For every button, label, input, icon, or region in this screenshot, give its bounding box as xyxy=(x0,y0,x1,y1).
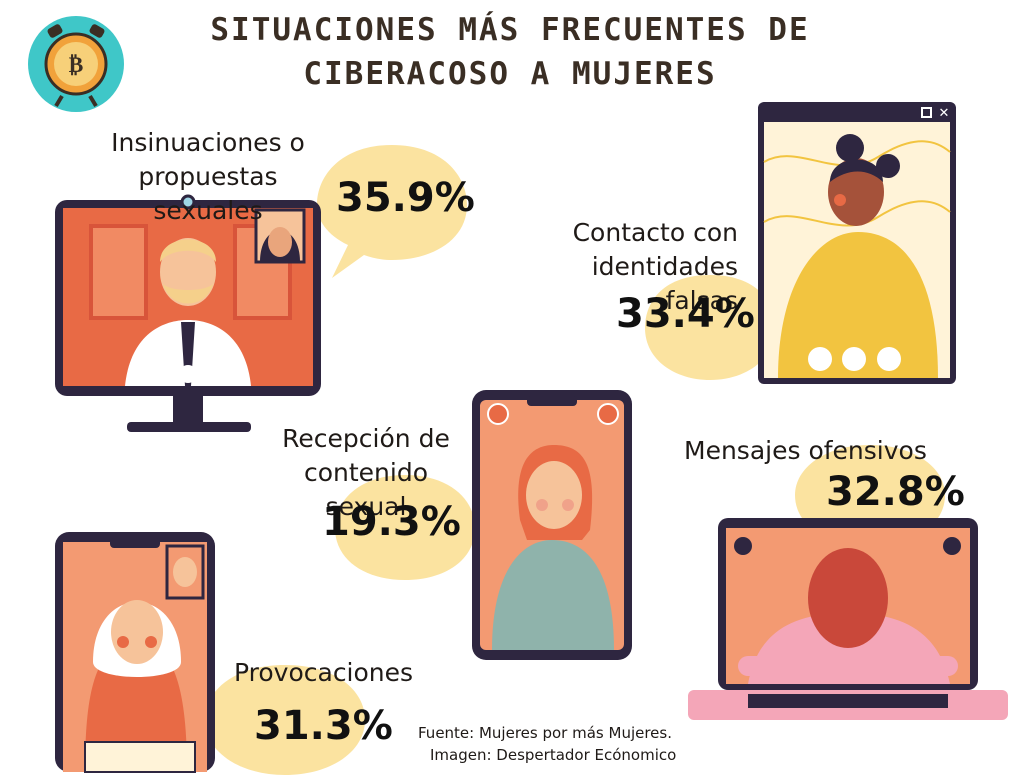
item-5-label: Provocaciones xyxy=(234,656,413,690)
source-line-1: Fuente: Mujeres por más Mujeres. xyxy=(418,724,672,742)
item-5-label-line-1: Provocaciones xyxy=(234,658,414,687)
bubble-3 xyxy=(335,475,475,580)
item-4-value: 32.8% xyxy=(826,469,965,515)
item-1-label-line-2: propuestas sexuales xyxy=(138,162,278,225)
title-line-1: SITUACIONES MÁS FRECUENTES DE xyxy=(210,12,810,48)
item-2-label-line-1: Contacto con xyxy=(572,218,738,247)
item-5-value: 31.3% xyxy=(254,703,393,749)
source-note: Fuente: Mujeres por más Mujeres. Imagen:… xyxy=(418,722,676,766)
item-2-value: 33.4% xyxy=(616,291,755,337)
monitor-illustration xyxy=(55,194,321,432)
item-1-label-line-1: Insinuaciones o xyxy=(111,128,305,157)
item-4-label-line-1: Mensajes ofensivos xyxy=(684,436,927,465)
item-2-label-line-2: identidades falsas xyxy=(591,252,738,315)
bubble-1 xyxy=(317,145,467,278)
tablet-illustration xyxy=(55,532,215,773)
bubble-5 xyxy=(205,665,365,775)
item-3-label-line-2: contenido sexual xyxy=(303,458,429,521)
page-title: SITUACIONES MÁS FRECUENTES DE CIBERACOSO… xyxy=(160,8,860,96)
bubble-2 xyxy=(645,275,775,380)
item-3-value: 19.3% xyxy=(322,499,461,545)
laptop-illustration xyxy=(688,518,1008,720)
item-2-label: Contacto con identidades falsas xyxy=(528,216,738,318)
svg-text:✕: ✕ xyxy=(939,106,950,121)
item-1-label: Insinuaciones o propuestas sexuales xyxy=(88,126,328,228)
item-3-label: Recepción de contenido sexual xyxy=(266,422,466,524)
video-call-window-illustration: ✕ xyxy=(758,102,956,384)
svg-text:₿: ₿ xyxy=(69,53,84,78)
item-4-label: Mensajes ofensivos xyxy=(684,434,927,468)
item-1-value: 35.9% xyxy=(336,175,475,221)
title-line-2: CIBERACOSO A MUJERES xyxy=(303,56,717,92)
logo-icon: ₿ xyxy=(28,16,124,112)
source-line-2: Imagen: Despertador Ecónomico xyxy=(430,746,677,764)
phone-illustration xyxy=(472,390,632,660)
item-3-label-line-1: Recepción de xyxy=(282,424,450,453)
